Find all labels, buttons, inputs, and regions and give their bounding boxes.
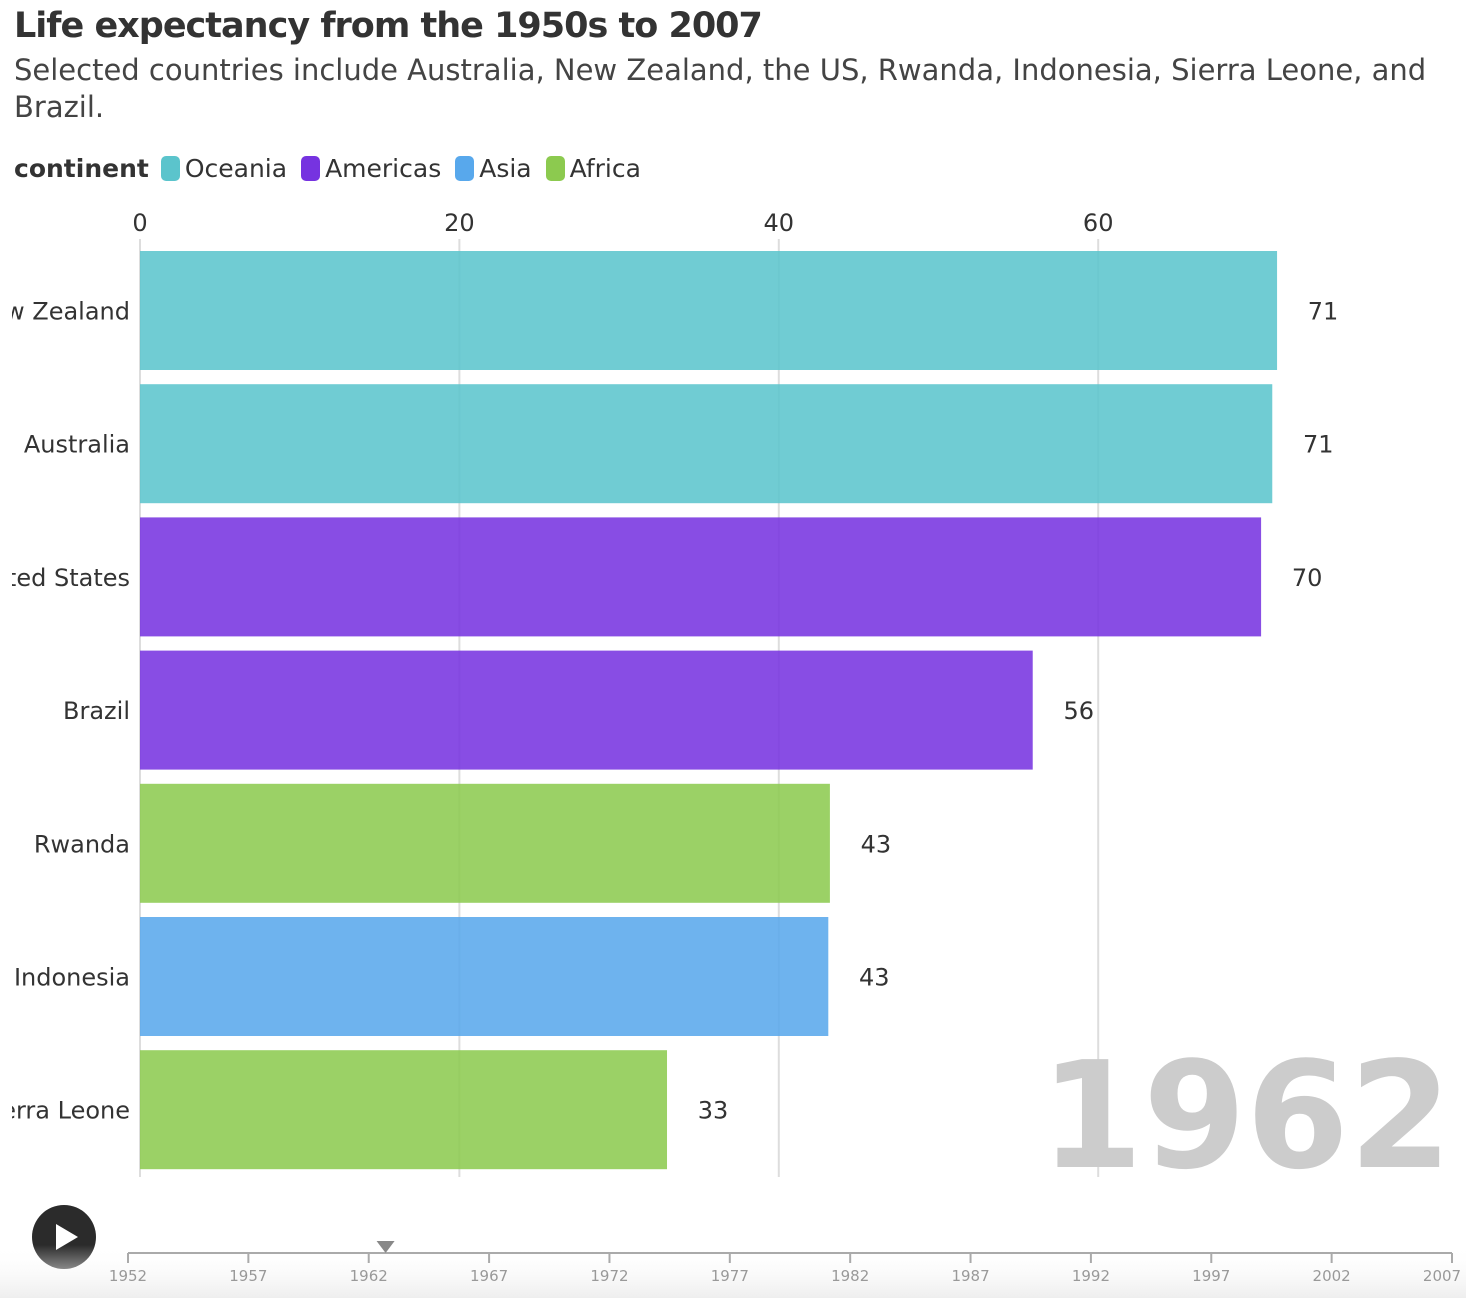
legend-label-americas: Americas <box>325 153 442 183</box>
bar-new-zealand[interactable] <box>140 251 1278 370</box>
bar-indonesia[interactable] <box>140 917 829 1036</box>
value-label-united-states: 70 <box>1292 564 1323 592</box>
timeline-year-2002[interactable]: 2002 <box>1313 1267 1351 1285</box>
x-tick-label-0: 0 <box>132 209 147 237</box>
bar-rwanda[interactable] <box>140 783 830 903</box>
category-label-sierra-leone: Sierra Leone <box>0 1097 130 1125</box>
legend-swatch-asia <box>455 155 475 181</box>
timeline-year-1957[interactable]: 1957 <box>229 1267 267 1285</box>
legend-label-asia: Asia <box>479 153 532 183</box>
category-label-new-zealand: New Zealand <box>0 298 130 326</box>
legend-swatch-oceania <box>160 155 180 181</box>
legend-item-asia[interactable]: Asia <box>455 153 532 183</box>
legend-label-africa: Africa <box>569 153 641 183</box>
timeline-year-1972[interactable]: 1972 <box>590 1267 628 1285</box>
legend-swatch-americas <box>301 155 321 181</box>
timeline-year-1977[interactable]: 1977 <box>711 1267 749 1285</box>
chart-subtitle: Selected countries include Australia, Ne… <box>14 53 1427 124</box>
value-label-australia: 71 <box>1303 431 1334 459</box>
x-tick-label-20: 20 <box>444 209 475 237</box>
timeline-ticks: 1952 1957 1962 1967 1972 1977 1982 1987 1992 1997… <box>109 1253 1461 1285</box>
value-labels: 71 71 70 56 43 43 33 <box>698 298 1339 1125</box>
bar-brazil[interactable] <box>140 650 1033 770</box>
year-timeline[interactable]: 1952 1957 1962 1967 1972 1977 1982 1987 1992 1997… <box>0 1195 1466 1298</box>
legend-title: continent <box>14 153 149 183</box>
category-labels: New Zealand Australia United States Brazil R… <box>0 298 130 1125</box>
timeline-year-1962[interactable]: 1962 <box>350 1267 388 1285</box>
bar-chart: 0 20 40 60 New Zealand Australia United State… <box>0 209 1452 1185</box>
category-label-brazil: Brazil <box>63 697 130 725</box>
legend-swatch-africa <box>545 155 565 181</box>
timeline-year-1992[interactable]: 1992 <box>1072 1267 1110 1285</box>
bar-sierra-leone[interactable] <box>140 1050 668 1170</box>
value-label-sierra-leone: 33 <box>698 1097 729 1125</box>
legend: continent Oceania Americas Asia Africa <box>14 152 655 184</box>
legend-item-americas[interactable]: Americas <box>301 154 441 183</box>
value-label-indonesia: 43 <box>859 964 890 992</box>
legend-item-oceania[interactable]: Oceania <box>160 153 288 183</box>
chart-title: Life expectancy from the 1950s to 2007 <box>14 6 763 46</box>
timeline-year-1997[interactable]: 1997 <box>1192 1267 1230 1285</box>
timeline-year-1987[interactable]: 1987 <box>951 1267 989 1285</box>
legend-item-africa[interactable]: Africa <box>545 153 641 183</box>
bar-united-states[interactable] <box>140 517 1262 637</box>
timeline-year-1982[interactable]: 1982 <box>831 1267 869 1285</box>
x-tick-label-40: 40 <box>764 209 795 237</box>
category-label-rwanda: Rwanda <box>34 830 130 858</box>
category-label-united-states: United States <box>0 564 130 592</box>
timeline-handle[interactable] <box>376 1241 395 1253</box>
x-tick-label-60: 60 <box>1083 209 1114 237</box>
x-axis-ticks: 0 20 40 60 <box>132 209 1113 237</box>
timeline-year-2007[interactable]: 2007 <box>1423 1267 1461 1285</box>
play-icon <box>56 1224 78 1250</box>
bar-australia[interactable] <box>140 384 1273 504</box>
value-label-brazil: 56 <box>1063 697 1094 725</box>
current-year-label: 1962 <box>1040 1030 1452 1185</box>
category-label-australia: Australia <box>24 431 130 459</box>
timeline-year-1967[interactable]: 1967 <box>470 1267 508 1285</box>
value-label-rwanda: 43 <box>861 830 892 858</box>
legend-label-oceania: Oceania <box>184 153 288 183</box>
category-label-indonesia: Indonesia <box>14 964 130 992</box>
bars <box>140 251 1278 1170</box>
value-label-new-zealand: 71 <box>1308 298 1339 326</box>
timeline-year-1952[interactable]: 1952 <box>109 1267 147 1285</box>
